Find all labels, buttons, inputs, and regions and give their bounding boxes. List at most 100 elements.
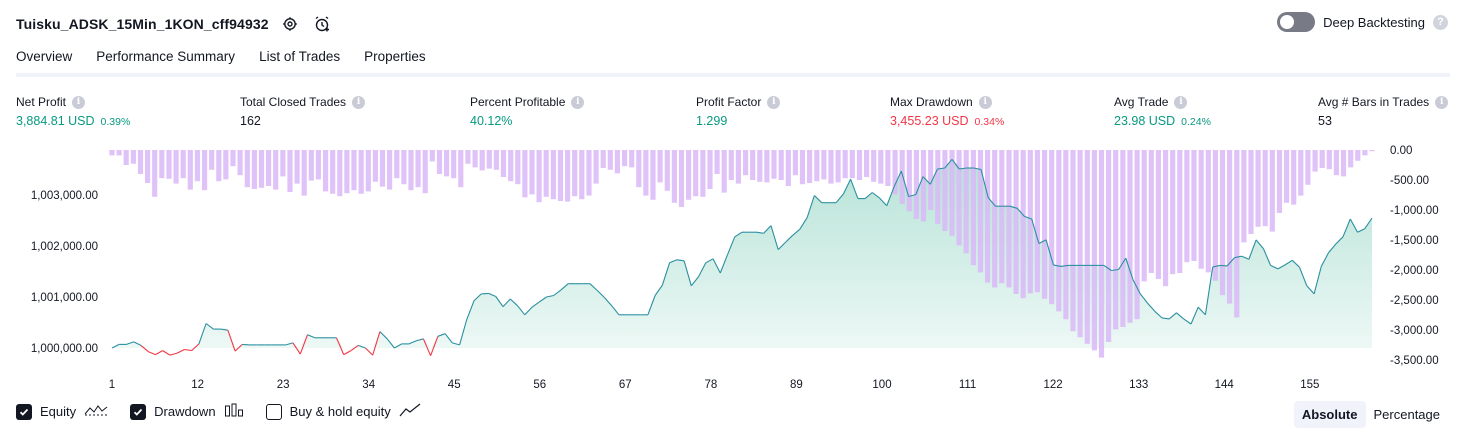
equity-line-segment <box>386 338 395 349</box>
drawdown-bar <box>344 150 350 194</box>
drawdown-bar <box>444 150 450 177</box>
drawdown-bar <box>1042 150 1048 299</box>
tab-overview[interactable]: Overview <box>16 46 73 77</box>
info-icon[interactable]: i <box>1174 95 1188 109</box>
drawdown-bar <box>814 150 820 182</box>
drawdown-bar <box>1113 150 1119 330</box>
legend-buy-hold-equity[interactable]: Buy & hold equity <box>265 403 421 420</box>
equity-line-segment <box>937 167 945 170</box>
deep-backtesting-toggle[interactable] <box>1277 12 1316 32</box>
equity-line-segment <box>1139 293 1148 304</box>
info-icon[interactable]: i <box>571 95 585 109</box>
drawdown-bar <box>550 150 556 200</box>
equity-line-segment <box>712 258 721 274</box>
drawdown-bar <box>942 150 948 231</box>
metric-label: Net Profit <box>16 95 67 109</box>
drawdown-bar <box>1305 150 1311 185</box>
equity-line-segment <box>408 340 417 345</box>
drawdown-bar <box>1355 150 1361 161</box>
drawdown-bar <box>1020 150 1026 299</box>
equity-line-segment <box>734 231 743 238</box>
legend-label: Drawdown <box>154 404 216 419</box>
drawdown-bar <box>686 150 692 200</box>
drawdown-bar <box>557 150 564 201</box>
equity-line-segment <box>1147 302 1156 312</box>
equity-line-segment <box>560 283 569 291</box>
equity-line-segment <box>495 296 504 308</box>
drawdown-bar <box>109 150 115 156</box>
equity-line-segment <box>1168 312 1177 320</box>
drawdown-bar <box>1227 150 1233 304</box>
drawdown-bar <box>807 150 813 183</box>
drawdown-bar <box>358 150 364 194</box>
equity-line-segment <box>1234 255 1242 259</box>
drawdown-bar <box>330 150 336 194</box>
equity-line-segment <box>307 334 316 339</box>
equity-line-segment <box>1291 259 1300 268</box>
right-axis-tick-label: -1,500.00 <box>1390 235 1439 247</box>
drawdown-bar <box>458 150 464 188</box>
info-icon[interactable]: i <box>352 95 366 109</box>
question-icon[interactable]: ? <box>1433 14 1448 30</box>
drawdown-bar <box>579 150 585 200</box>
metric-avg-bars-in-trades: Avg # Bars in Trades i 53 <box>1318 94 1449 128</box>
x-axis-tick-label: 1 <box>109 379 115 391</box>
x-axis-tick-label: 122 <box>1044 379 1063 391</box>
metric-percent: 0.34% <box>974 116 1005 128</box>
deep-backtesting: Deep Backtesting ? <box>1277 12 1448 32</box>
equity-line-segment <box>654 284 663 296</box>
absolute-button[interactable]: Absolute <box>1293 401 1366 428</box>
percentage-button[interactable]: Percentage <box>1373 407 1441 422</box>
alarm-plus-icon[interactable] <box>311 13 333 35</box>
drawdown-bar <box>721 150 727 193</box>
drawdown-bar <box>935 150 941 224</box>
buy-hold-checkbox[interactable] <box>265 403 282 420</box>
drawdown-checkbox[interactable] <box>130 403 147 420</box>
tab-properties[interactable]: Properties <box>364 49 426 64</box>
drawdown-bar <box>472 150 478 168</box>
legend-equity[interactable]: Equity <box>16 403 108 420</box>
info-icon[interactable]: i <box>978 95 992 109</box>
equity-line-segment <box>430 336 439 356</box>
equity-line-segment <box>1183 318 1192 325</box>
drawdown-bar <box>365 150 371 192</box>
drawdown-bar <box>1163 150 1169 287</box>
equity-line-segment <box>973 167 982 171</box>
drawdown-bar <box>650 150 656 200</box>
x-axis-tick-label: 111 <box>959 379 976 391</box>
equity-line-segment <box>111 343 120 349</box>
info-icon[interactable]: i <box>72 95 86 109</box>
drawdown-bar <box>1312 150 1318 172</box>
tab-list-of-trades[interactable]: List of Trades <box>259 49 341 64</box>
equity-line-segment <box>683 260 692 286</box>
drawdown-bar <box>1198 150 1204 269</box>
drawdown-bar <box>194 150 200 182</box>
drawdown-bar <box>287 150 293 192</box>
info-icon[interactable]: i <box>767 95 781 109</box>
drawdown-bar <box>778 150 784 180</box>
equity-line-segment <box>1154 310 1163 319</box>
equity-line-segment <box>1038 239 1047 244</box>
scale-mode-switch: Absolute Percentage <box>1293 401 1448 428</box>
equity-checkbox[interactable] <box>16 403 32 420</box>
equity-drawdown-chart[interactable]: 1,000,000.00 1,001,000.00 1,002,000.00 1,00… <box>0 138 1466 396</box>
equity-line-segment <box>726 236 736 255</box>
gear-icon[interactable] <box>279 13 301 35</box>
equity-area <box>112 159 1372 348</box>
drawdown-bar <box>301 150 307 196</box>
equity-line-segment <box>242 343 250 346</box>
tab-performance-summary[interactable]: Performance Summary <box>96 49 236 64</box>
drawdown-bar <box>515 150 521 185</box>
legend-drawdown[interactable]: Drawdown <box>130 403 243 420</box>
drawdown-bar <box>258 150 265 188</box>
info-icon[interactable]: i <box>1435 95 1449 109</box>
drawdown-bar <box>422 150 428 194</box>
equity-line-segment <box>785 234 794 243</box>
equity-line-segment <box>944 158 953 169</box>
x-axis-tick-label: 12 <box>191 379 204 391</box>
drawdown-bar <box>436 150 443 174</box>
right-axis-tick-label: -2,000.00 <box>1390 265 1439 277</box>
equity-line-segment <box>611 305 620 316</box>
metric-label: Percent Profitable <box>470 95 566 109</box>
equity-line-segment <box>517 305 526 316</box>
